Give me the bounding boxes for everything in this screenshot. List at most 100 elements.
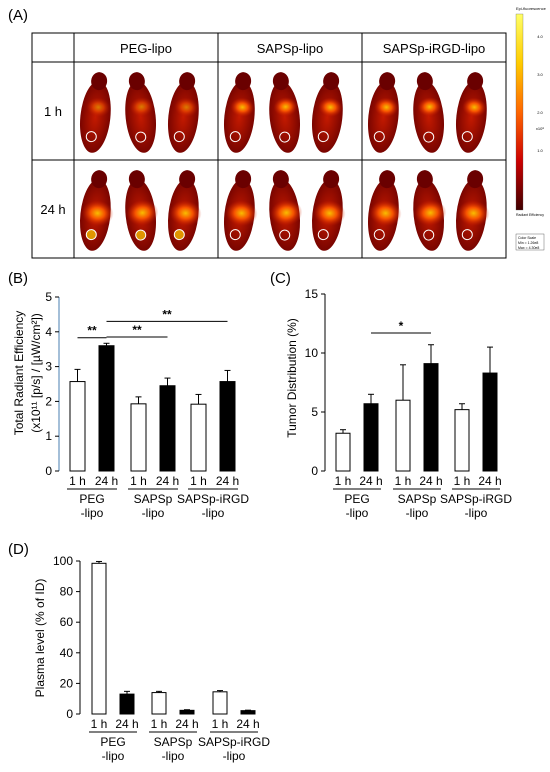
mouse-head — [128, 72, 145, 91]
mouse-body — [167, 81, 199, 153]
mouse-head — [272, 170, 289, 189]
tumor-roi-circle — [461, 229, 473, 241]
mouse-head — [467, 72, 484, 91]
y-tick-label: 2 — [45, 394, 52, 408]
bar — [335, 432, 351, 472]
group-label: PEG — [344, 492, 369, 506]
chart-d-ylabel: Plasma level (% of ID) — [33, 579, 47, 698]
signal-hotspot — [86, 97, 111, 117]
mouse — [269, 72, 301, 153]
signal-hotspot — [270, 199, 303, 226]
tumor-roi-circle — [173, 229, 185, 241]
mouse — [269, 170, 303, 251]
mouse — [455, 72, 487, 153]
bar — [91, 562, 107, 715]
signal-hotspot — [457, 200, 490, 227]
colorbar-units: Radiant Efficiency — [516, 213, 544, 217]
y-tick-label: 0 — [45, 464, 52, 478]
tumor-roi-circle — [85, 229, 97, 241]
signal-hotspot — [318, 97, 343, 117]
mouse — [167, 72, 199, 153]
bar — [219, 381, 236, 472]
mouse — [79, 72, 111, 153]
bar — [190, 403, 207, 472]
mouse-body — [311, 81, 343, 153]
group-label: PEG — [79, 492, 104, 506]
group-label: -lipo — [142, 506, 165, 520]
mouse-images — [79, 72, 490, 251]
bar — [151, 692, 167, 715]
group-label: -lipo — [223, 749, 246, 763]
bar — [130, 403, 147, 472]
column-header-sapsp: SAPSp-lipo — [257, 41, 323, 56]
chart-d-plasma-level: Plasma level (% of ID) 0 20 40 60 80 100 1 h 24… — [33, 554, 270, 763]
chart-b-ylabel: Total Radiant Efficiency — [12, 311, 26, 436]
imaging-grid-lines — [31, 32, 507, 259]
x-tick-label: 1 h — [212, 717, 229, 731]
colorbar-tick: 4.0 — [537, 34, 543, 39]
signal-hotspot — [417, 97, 442, 117]
tumor-roi-circle — [423, 131, 435, 143]
significance-label: ** — [87, 324, 97, 338]
group-label: -lipo — [406, 506, 429, 520]
signal-hotspot — [81, 200, 114, 227]
mouse-body — [79, 81, 111, 153]
mouse-head — [235, 170, 252, 189]
y-tick-label: 5 — [45, 290, 52, 304]
tumor-roi-circle — [279, 229, 291, 241]
panel-label-c: (C) — [270, 270, 291, 287]
tumor-roi-circle — [85, 131, 97, 143]
signal-hotspot — [374, 97, 399, 117]
bar — [454, 409, 470, 472]
mouse-head — [467, 170, 484, 189]
group-label: -lipo — [465, 506, 488, 520]
y-tick-label: 0 — [311, 464, 318, 478]
mouse-head — [379, 72, 396, 91]
chart-b-radiant-efficiency: Total Radiant Efficiency (x10¹¹ [p/s] / … — [12, 290, 249, 520]
y-tick-label: 1 — [45, 429, 52, 443]
y-tick-label: 40 — [60, 646, 74, 660]
bar — [482, 372, 498, 472]
mouse-body — [269, 81, 301, 153]
bar — [363, 403, 379, 472]
group-label: SAPSp — [154, 735, 193, 749]
x-tick-label: 24 h — [156, 474, 179, 488]
significance-label: * — [399, 319, 404, 333]
tumor-roi-circle — [135, 229, 147, 241]
tumor-roi-circle — [373, 229, 385, 241]
mouse-body — [455, 81, 487, 153]
x-tick-label: 1 h — [395, 474, 412, 488]
mouse-body — [367, 81, 399, 153]
bar — [159, 385, 176, 472]
signal-hotspot — [230, 97, 255, 117]
x-tick-label: 24 h — [419, 474, 442, 488]
group-label: SAPSp-iRGD — [440, 492, 512, 506]
tumor-roi-circle — [461, 131, 473, 143]
tumor-roi-circle — [317, 229, 329, 241]
mouse-head — [416, 170, 433, 189]
tumor-roi-circle — [229, 131, 241, 143]
signal-hotspot — [129, 97, 154, 117]
colorbar-scale-label: Color Scale — [518, 236, 536, 240]
y-tick-label: 100 — [53, 554, 73, 568]
signal-hotspot — [462, 97, 487, 117]
x-tick-label: 1 h — [190, 474, 207, 488]
mouse — [125, 72, 157, 153]
bar — [423, 363, 439, 472]
x-tick-label: 1 h — [91, 717, 108, 731]
significance-label: ** — [162, 307, 172, 321]
x-tick-label: 1 h — [454, 474, 471, 488]
tumor-roi-circle — [279, 131, 291, 143]
mouse — [455, 170, 490, 251]
signal-hotspot — [273, 97, 298, 117]
colorbar: Epi-fluorescence 4.0 3.0 2.0 1.0 x10⁸ Ra… — [515, 6, 547, 251]
panel-label-d: (D) — [8, 541, 29, 558]
x-tick-label: 24 h — [216, 474, 239, 488]
column-header-sapsp-irgd: SAPSp-iRGD-lipo — [383, 41, 486, 56]
group-label: PEG — [100, 735, 125, 749]
y-tick-label: 4 — [45, 325, 52, 339]
bar — [212, 691, 228, 715]
mouse-body — [223, 81, 255, 153]
bar — [98, 345, 115, 472]
